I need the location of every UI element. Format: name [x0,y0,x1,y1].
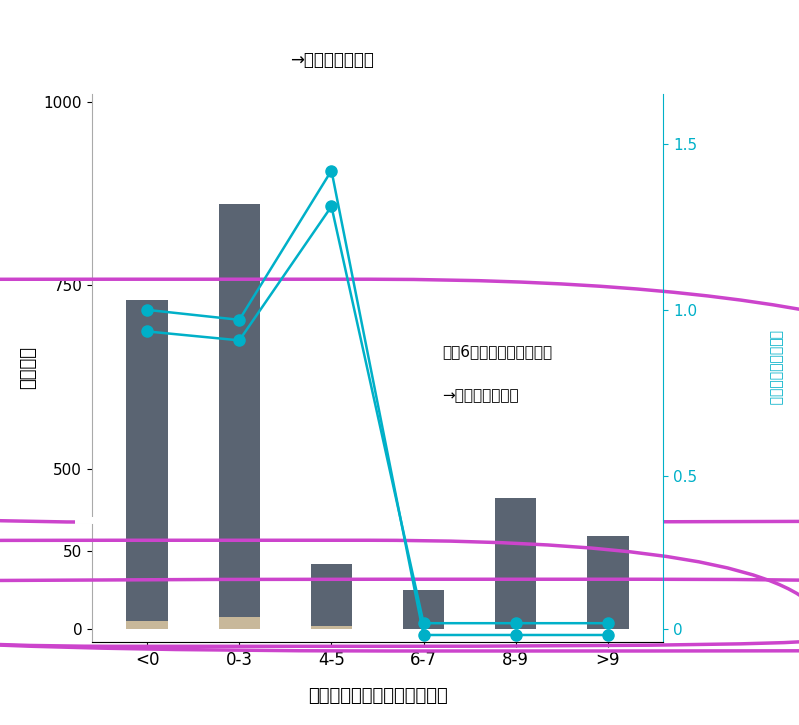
Bar [126,621,168,629]
Text: 濃厚接触者の発症率: 濃厚接触者の発症率 [768,331,782,405]
Bar [495,0,536,629]
Bar [219,204,260,725]
Bar [311,563,352,629]
Bar [495,498,536,725]
Bar [126,0,168,629]
Text: →感染リスクあり: →感染リスクあり [290,51,374,69]
Bar [219,617,260,629]
Text: →感染リスク低い: →感染リスク低い [442,388,519,402]
Text: 発症6日以降に接触した人: 発症6日以降に接触した人 [442,344,552,359]
Bar [403,590,444,629]
Bar [311,626,352,629]
Bar [126,299,168,725]
Bar [219,0,260,629]
Text: 接触者数: 接触者数 [19,347,37,389]
Bar [587,536,629,629]
Text: 発症から濃厚接触までの日数: 発症から濃厚接触までの日数 [308,687,447,705]
